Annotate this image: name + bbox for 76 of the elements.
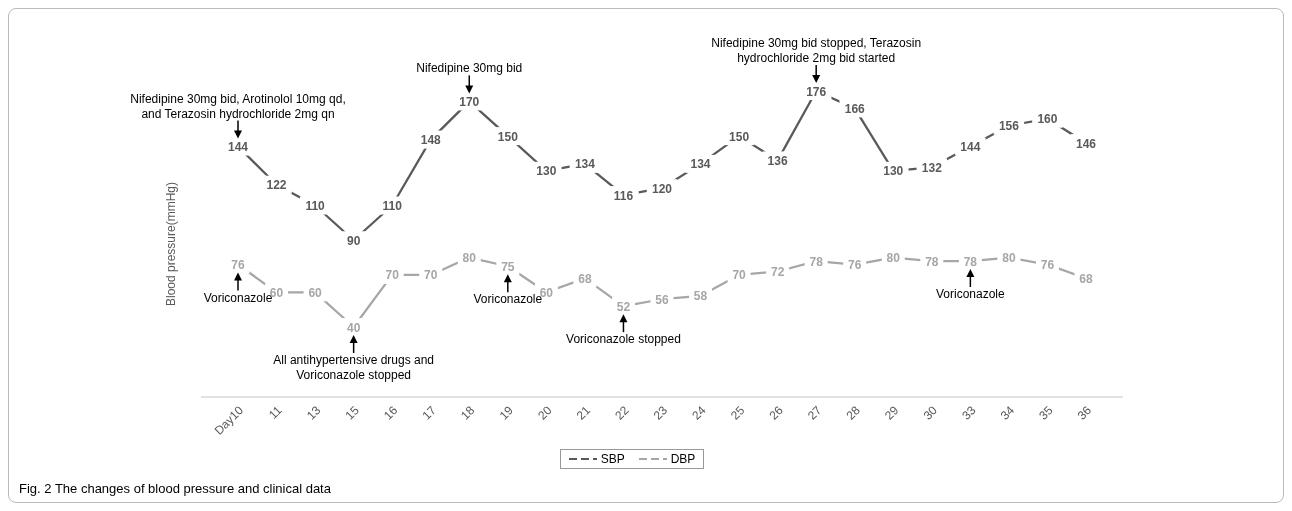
data-label: 122 bbox=[266, 178, 287, 193]
x-tick-label: 18 bbox=[458, 403, 478, 423]
data-label: 170 bbox=[459, 94, 480, 109]
legend-label: SBP bbox=[599, 452, 625, 466]
x-tick-label: 22 bbox=[612, 403, 632, 423]
x-tick-label: 15 bbox=[342, 403, 362, 423]
x-tick-label: 30 bbox=[920, 403, 941, 423]
data-label: 130 bbox=[883, 164, 904, 179]
data-label: 120 bbox=[651, 181, 673, 196]
data-label: 132 bbox=[921, 160, 943, 175]
data-label: 40 bbox=[346, 320, 361, 335]
data-label: 110 bbox=[305, 199, 326, 214]
x-tick-label: 17 bbox=[419, 403, 440, 423]
annotation: All antihypertensive drugs and Voriconazole stopped bbox=[273, 353, 435, 382]
x-tick-label: 23 bbox=[650, 403, 671, 423]
data-label: 90 bbox=[346, 233, 361, 248]
x-tick-label: 11 bbox=[265, 403, 285, 422]
x-tick-label: 16 bbox=[380, 403, 401, 423]
data-label: 76 bbox=[231, 258, 245, 273]
data-label: 144 bbox=[227, 140, 249, 155]
data-label: 76 bbox=[1040, 258, 1055, 273]
annotation: Voriconazole bbox=[936, 287, 1006, 302]
data-label: 78 bbox=[925, 254, 939, 269]
data-label: 80 bbox=[1002, 251, 1016, 266]
data-label: 70 bbox=[732, 268, 747, 283]
x-tick-label: 35 bbox=[1036, 403, 1056, 423]
x-tick-label: 33 bbox=[959, 403, 979, 423]
data-label: 78 bbox=[809, 254, 824, 269]
x-tick-label: 34 bbox=[997, 403, 1018, 423]
data-label: 146 bbox=[1075, 136, 1097, 151]
data-label: 156 bbox=[998, 119, 1020, 134]
x-tick-label: 26 bbox=[766, 403, 786, 423]
x-tick-label: 25 bbox=[727, 403, 748, 423]
data-label: 80 bbox=[462, 251, 477, 266]
legend-label: DBP bbox=[669, 452, 696, 466]
data-label: 56 bbox=[655, 292, 669, 307]
data-label: 72 bbox=[770, 264, 785, 279]
data-label: 116 bbox=[613, 188, 634, 203]
data-label: 58 bbox=[693, 289, 708, 304]
data-label: 150 bbox=[497, 129, 519, 144]
data-label: 148 bbox=[420, 133, 442, 148]
annotation: Nifedipine 30mg bid bbox=[416, 61, 523, 76]
data-label: 52 bbox=[616, 299, 631, 314]
data-label: 134 bbox=[690, 157, 711, 172]
x-tick-label: 21 bbox=[573, 403, 594, 423]
annotation: Nifedipine 30mg bid stopped, Terazosin hydrochloride 2mg bid started bbox=[711, 36, 922, 65]
data-label: 70 bbox=[385, 268, 400, 283]
data-label: 60 bbox=[308, 285, 323, 300]
data-label: 130 bbox=[536, 164, 557, 179]
data-label: 70 bbox=[424, 268, 438, 283]
data-label: 166 bbox=[844, 101, 866, 116]
x-tick-label: 36 bbox=[1074, 403, 1095, 423]
data-label: 134 bbox=[574, 157, 596, 172]
data-label: 160 bbox=[1037, 112, 1058, 127]
annotation: Voriconazole stopped bbox=[566, 332, 681, 347]
caption: Fig. 2 The changes of blood pressure and clinical data bbox=[18, 480, 332, 498]
data-label: 176 bbox=[806, 84, 827, 99]
x-tick-label: 24 bbox=[689, 403, 709, 423]
data-label: 75 bbox=[501, 259, 515, 274]
x-tick-label: 28 bbox=[843, 403, 864, 423]
x-tick-label: 27 bbox=[804, 403, 825, 423]
data-label: 68 bbox=[578, 271, 592, 286]
data-label: 110 bbox=[382, 199, 403, 214]
data-label: 150 bbox=[729, 129, 750, 144]
annotation: Nifedipine 30mg bid, Arotinolol 10mg qd, and Terazosin hydrochloride 2mg qn bbox=[130, 91, 346, 121]
data-label: 136 bbox=[767, 153, 788, 168]
data-label: 68 bbox=[1079, 271, 1093, 286]
x-tick-label: 20 bbox=[535, 403, 555, 423]
data-label: 144 bbox=[960, 140, 981, 155]
data-label: 80 bbox=[886, 251, 901, 266]
y-axis-title: Blood pressure(mmHg) bbox=[164, 181, 179, 307]
x-tick-label: 13 bbox=[303, 403, 324, 423]
x-tick-label: 29 bbox=[882, 403, 902, 423]
data-label: 78 bbox=[963, 254, 978, 269]
data-label: 76 bbox=[848, 258, 862, 273]
x-tick-label: 19 bbox=[496, 403, 517, 423]
